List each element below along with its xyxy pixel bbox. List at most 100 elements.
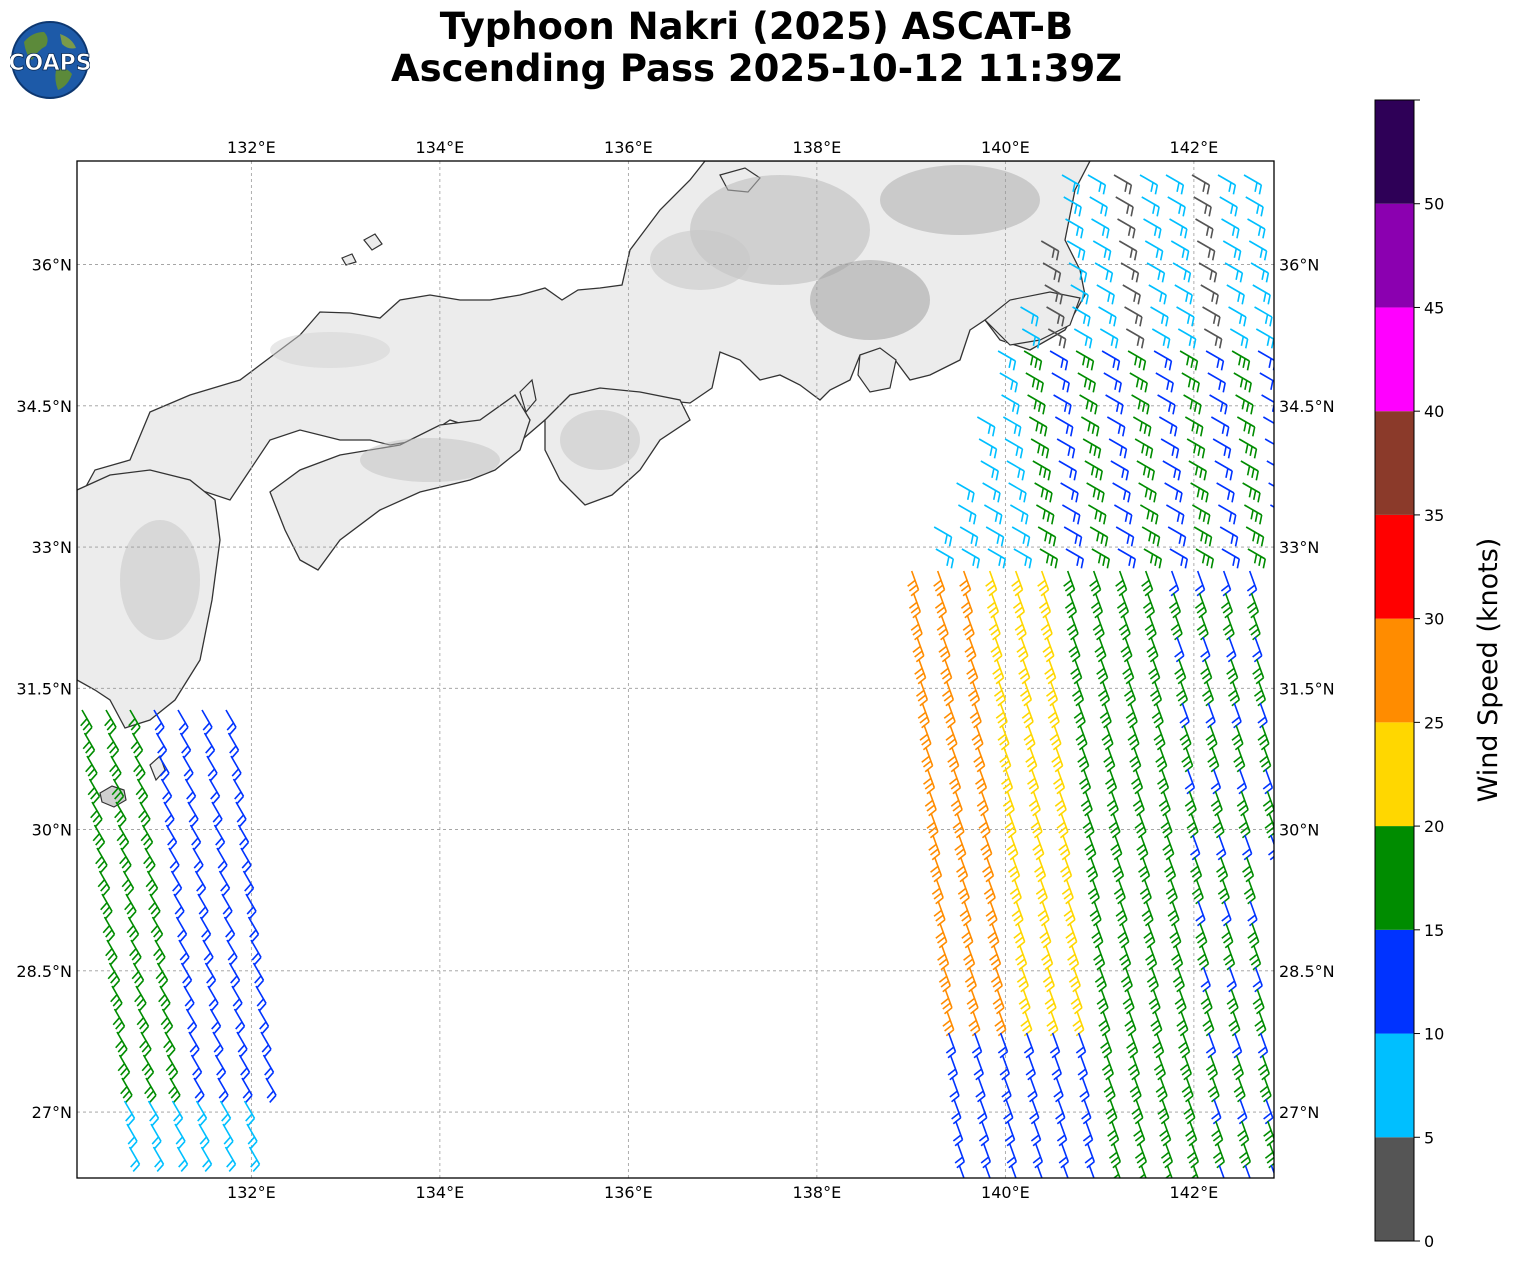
wind-barb xyxy=(1153,1054,1166,1081)
wind-barb xyxy=(1236,416,1256,437)
wind-barb xyxy=(959,570,972,597)
wind-barb xyxy=(144,1077,157,1103)
wind-barb xyxy=(984,504,1003,525)
land-oki xyxy=(363,233,383,251)
wind-barb xyxy=(1226,636,1237,663)
wind-barb xyxy=(1245,196,1264,217)
wind-barb xyxy=(221,893,233,919)
wind-barb xyxy=(1207,1076,1220,1103)
wind-barb xyxy=(1193,526,1213,547)
wind-barb xyxy=(923,768,936,795)
wind-barb xyxy=(1176,306,1195,327)
wind-barb xyxy=(1112,482,1131,503)
colorbar-tick-label: 30 xyxy=(1424,610,1444,629)
wind-barb xyxy=(907,570,920,597)
wind-barb xyxy=(193,1077,205,1103)
wind-barb xyxy=(1117,548,1137,569)
wind-barb xyxy=(999,746,1012,773)
wind-barb xyxy=(1039,548,1059,569)
wind-barb xyxy=(1002,790,1015,817)
wind-barb xyxy=(1098,1010,1111,1037)
colorbar-bin xyxy=(1375,203,1414,308)
wind-barb xyxy=(1146,262,1166,283)
wind-barb xyxy=(959,526,979,547)
wind-barb xyxy=(163,801,175,827)
wind-barb xyxy=(1146,966,1159,993)
wind-barb xyxy=(1117,922,1130,949)
wind-barb xyxy=(1179,1054,1192,1081)
wind-barb xyxy=(1105,394,1124,415)
wind-barb xyxy=(1235,394,1254,415)
wind-barb xyxy=(246,1123,258,1149)
wind-barb xyxy=(1063,900,1076,927)
wind-barb xyxy=(1091,922,1104,949)
wind-barb xyxy=(1249,944,1262,971)
wind-barb xyxy=(1040,240,1060,261)
wind-barb xyxy=(187,801,199,827)
wind-barb xyxy=(1165,878,1178,905)
wind-barb xyxy=(1247,900,1258,927)
wind-barb xyxy=(1115,196,1134,217)
wind-barb xyxy=(1196,240,1216,261)
wind-barb xyxy=(1041,944,1054,971)
wind-barb xyxy=(1257,1054,1270,1081)
wind-barb xyxy=(1181,372,1200,393)
wind-barb xyxy=(243,1100,256,1126)
lat-label-left: 28.5°N xyxy=(16,962,72,981)
wind-barb xyxy=(997,724,1010,751)
wind-barb xyxy=(958,504,977,525)
lon-label-top: 136°E xyxy=(604,138,653,157)
wind-barb xyxy=(1126,1032,1139,1059)
wind-barb xyxy=(1248,240,1268,261)
wind-barb xyxy=(1209,394,1228,415)
wind-barb xyxy=(204,962,217,988)
wind-barb xyxy=(1044,658,1057,685)
wind-barb xyxy=(158,755,170,781)
wind-barb xyxy=(1042,636,1055,663)
wind-barb xyxy=(1013,922,1026,949)
wind-barb xyxy=(1205,350,1225,371)
wind-barb xyxy=(183,985,195,1011)
wind-barb xyxy=(1127,1054,1140,1081)
wind-barb xyxy=(1219,526,1239,547)
wind-barb xyxy=(1218,1164,1227,1178)
wind-barb xyxy=(928,834,941,861)
wind-barb xyxy=(1080,416,1100,437)
wind-barb xyxy=(1242,482,1261,503)
wind-barb xyxy=(141,1054,155,1080)
wind-barb xyxy=(1257,724,1270,751)
wind-barb xyxy=(1190,856,1203,883)
wind-barb xyxy=(1100,1032,1113,1059)
wind-barb xyxy=(202,939,214,965)
wind-barb xyxy=(150,1123,162,1149)
wind-barb xyxy=(1020,306,1039,327)
colorbar-tick-label: 40 xyxy=(1424,402,1444,421)
wind-barb xyxy=(1125,702,1138,729)
wind-barb xyxy=(1119,944,1132,971)
wind-barb xyxy=(985,526,1005,547)
wind-barb xyxy=(999,1054,1010,1081)
wind-barb xyxy=(995,702,1008,729)
wind-barb xyxy=(1226,284,1245,305)
wind-barb xyxy=(1056,438,1076,459)
wind-barb xyxy=(1252,658,1265,685)
wind-barb xyxy=(165,824,178,850)
wind-barb xyxy=(1212,1142,1226,1169)
wind-barb xyxy=(1090,592,1104,619)
wind-barb xyxy=(959,900,972,927)
wind-barb xyxy=(1263,1098,1274,1125)
wind-barb xyxy=(1061,174,1081,195)
wind-barb xyxy=(1037,526,1057,547)
colorbar-bin xyxy=(1375,1137,1414,1241)
wind-barb xyxy=(956,482,975,503)
wind-barb xyxy=(947,746,960,773)
colorbar-bin xyxy=(1375,411,1414,515)
wind-barb xyxy=(1194,570,1206,597)
wind-barb xyxy=(1096,988,1109,1015)
wind-barb xyxy=(236,1031,248,1057)
wind-barb xyxy=(1150,306,1169,327)
wind-barb xyxy=(1015,944,1028,971)
wind-barb xyxy=(973,1054,984,1081)
wind-barb xyxy=(1231,1054,1244,1081)
wind-barb xyxy=(1193,196,1212,217)
